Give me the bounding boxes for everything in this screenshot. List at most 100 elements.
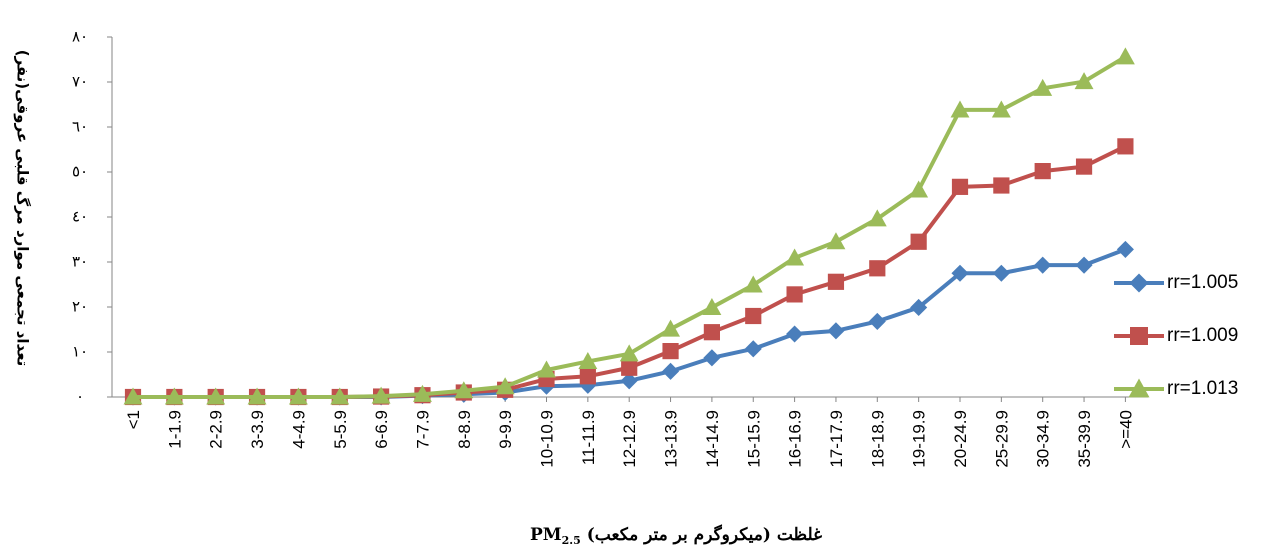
x-tick-label: 10-10.9 [538,410,557,468]
x-tick-label: 11-11.9 [579,410,598,465]
x-tick-label: 19-19.9 [910,410,929,468]
series-point [621,359,638,376]
x-tick-label-group: 5-5.9 [331,410,350,449]
y-tick-label: ٨٠ [72,28,88,46]
x-tick-label: 13-13.9 [662,410,681,468]
series-point [743,275,763,293]
series-point [1034,163,1051,180]
x-tick-label: 9-9.9 [496,410,515,449]
x-tick-label-group: 35-39.9 [1075,410,1094,468]
series-point [991,100,1011,118]
series-point [247,387,267,405]
series-point [206,387,226,405]
series-point [371,386,391,404]
series-point [123,387,143,405]
x-tick-label-group: 17-17.9 [827,410,846,468]
series-point [786,325,804,343]
x-tick-label-group: 11-11.9 [579,410,598,465]
series-point [786,286,803,303]
x-tick-label: 12-12.9 [620,410,639,468]
series-point [703,324,720,341]
y-axis-title-group: تعداد تجمعی موارد مرگ قلبی عروقی(نفر) [14,50,32,367]
series-point [827,322,845,340]
x-tick-label: 8-8.9 [455,410,474,449]
series-point [495,377,515,395]
series-point [330,387,350,405]
legend-item: rr=1.005 [1114,272,1238,293]
series-point [702,298,722,316]
x-tick-label-group: 4-4.9 [289,410,308,449]
series-point [578,352,598,370]
x-tick-label: 18-18.9 [868,410,887,468]
x-tick-label-group: 9-9.9 [496,410,515,449]
x-tick-label-group: 3-3.9 [248,410,267,449]
x-tick-label-group: 16-16.9 [786,410,805,468]
series-point [1115,47,1135,65]
y-tick-label: ٦٠ [72,118,88,136]
legend-label: rr=1.005 [1167,272,1238,293]
x-tick-label: 35-39.9 [1075,410,1094,468]
legend-marker [1129,273,1149,293]
y-tick-label: ٠ [76,388,84,406]
x-tick-label: 4-4.9 [289,410,308,449]
series-point [620,372,638,390]
series-point [413,384,432,402]
series-point [827,273,845,290]
x-tick-label: 14-14.9 [703,410,722,468]
series-point [662,362,680,380]
x-ticks: <1 1-1.9 2-2.9 3-3.9 4-4.9 5-5.9 6-6.9 7-7.9 8-8… [124,397,1135,468]
legend-marker [1130,327,1148,345]
x-tick-label: 15-15.9 [744,410,763,468]
y-tick-label: ٧٠ [72,73,88,91]
x-tick-label: >=40 [1116,410,1135,449]
series-point [951,264,969,282]
legend-label: rr=1.009 [1167,325,1238,346]
series-point [909,180,929,198]
series-point [993,177,1010,194]
series-point [867,209,887,227]
y-axis-title: تعداد تجمعی موارد مرگ قلبی عروقی(نفر) [14,50,32,367]
x-tick-label-group: 19-19.9 [910,410,929,468]
series-point [951,178,969,195]
x-tick-label: <1 [124,410,143,429]
x-tick-label-group: 12-12.9 [620,410,639,468]
x-axis-title-pm-subscript: 2.5 [562,534,581,547]
series-point [1034,256,1052,274]
series-point [579,368,596,385]
x-tick-label-group: 7-7.9 [413,410,432,449]
series-point [910,233,927,250]
y-tick-label: ٤٠ [72,208,88,226]
x-tick-label: 1-1.9 [165,410,184,449]
y-tick-label: ١٠ [72,343,88,361]
series-point [745,307,762,325]
x-tick-label-group: 20-24.9 [951,410,970,468]
x-tick-label: 30-34.9 [1034,410,1053,468]
series-point [703,349,721,367]
legend: rr=1.005 rr=1.009 rr=1.013 [1114,272,1238,399]
x-tick-label-group: 18-18.9 [868,410,887,468]
series-point [868,312,886,330]
x-tick-label: 20-24.9 [951,410,970,468]
series-point [869,260,886,277]
x-tick-label-group: 13-13.9 [662,410,681,468]
series-point [1075,158,1093,175]
series-point [785,248,805,266]
series-2 [123,47,1135,405]
series-point [164,387,184,405]
x-tick-label-group: 14-14.9 [703,410,722,468]
x-tick-label: 25-29.9 [992,410,1011,468]
series-0 [124,240,1134,406]
series-layer [123,47,1135,406]
y-ticks: ٠ ١٠ ٢٠ ٣٠ ٤٠ ٥٠ ٦٠ ٧٠ ٨٠ [72,28,112,406]
legend-label: rr=1.013 [1167,378,1238,399]
x-tick-label: 16-16.9 [786,410,805,468]
x-tick-label-group: 1-1.9 [165,410,184,449]
series-point [1116,240,1134,258]
legend-item: rr=1.009 [1114,325,1238,346]
series-point [537,360,556,378]
x-tick-label-group: 10-10.9 [538,410,557,468]
series-point [1074,72,1094,90]
x-tick-label: 17-17.9 [827,410,846,468]
x-tick-label-group: 30-34.9 [1034,410,1053,468]
